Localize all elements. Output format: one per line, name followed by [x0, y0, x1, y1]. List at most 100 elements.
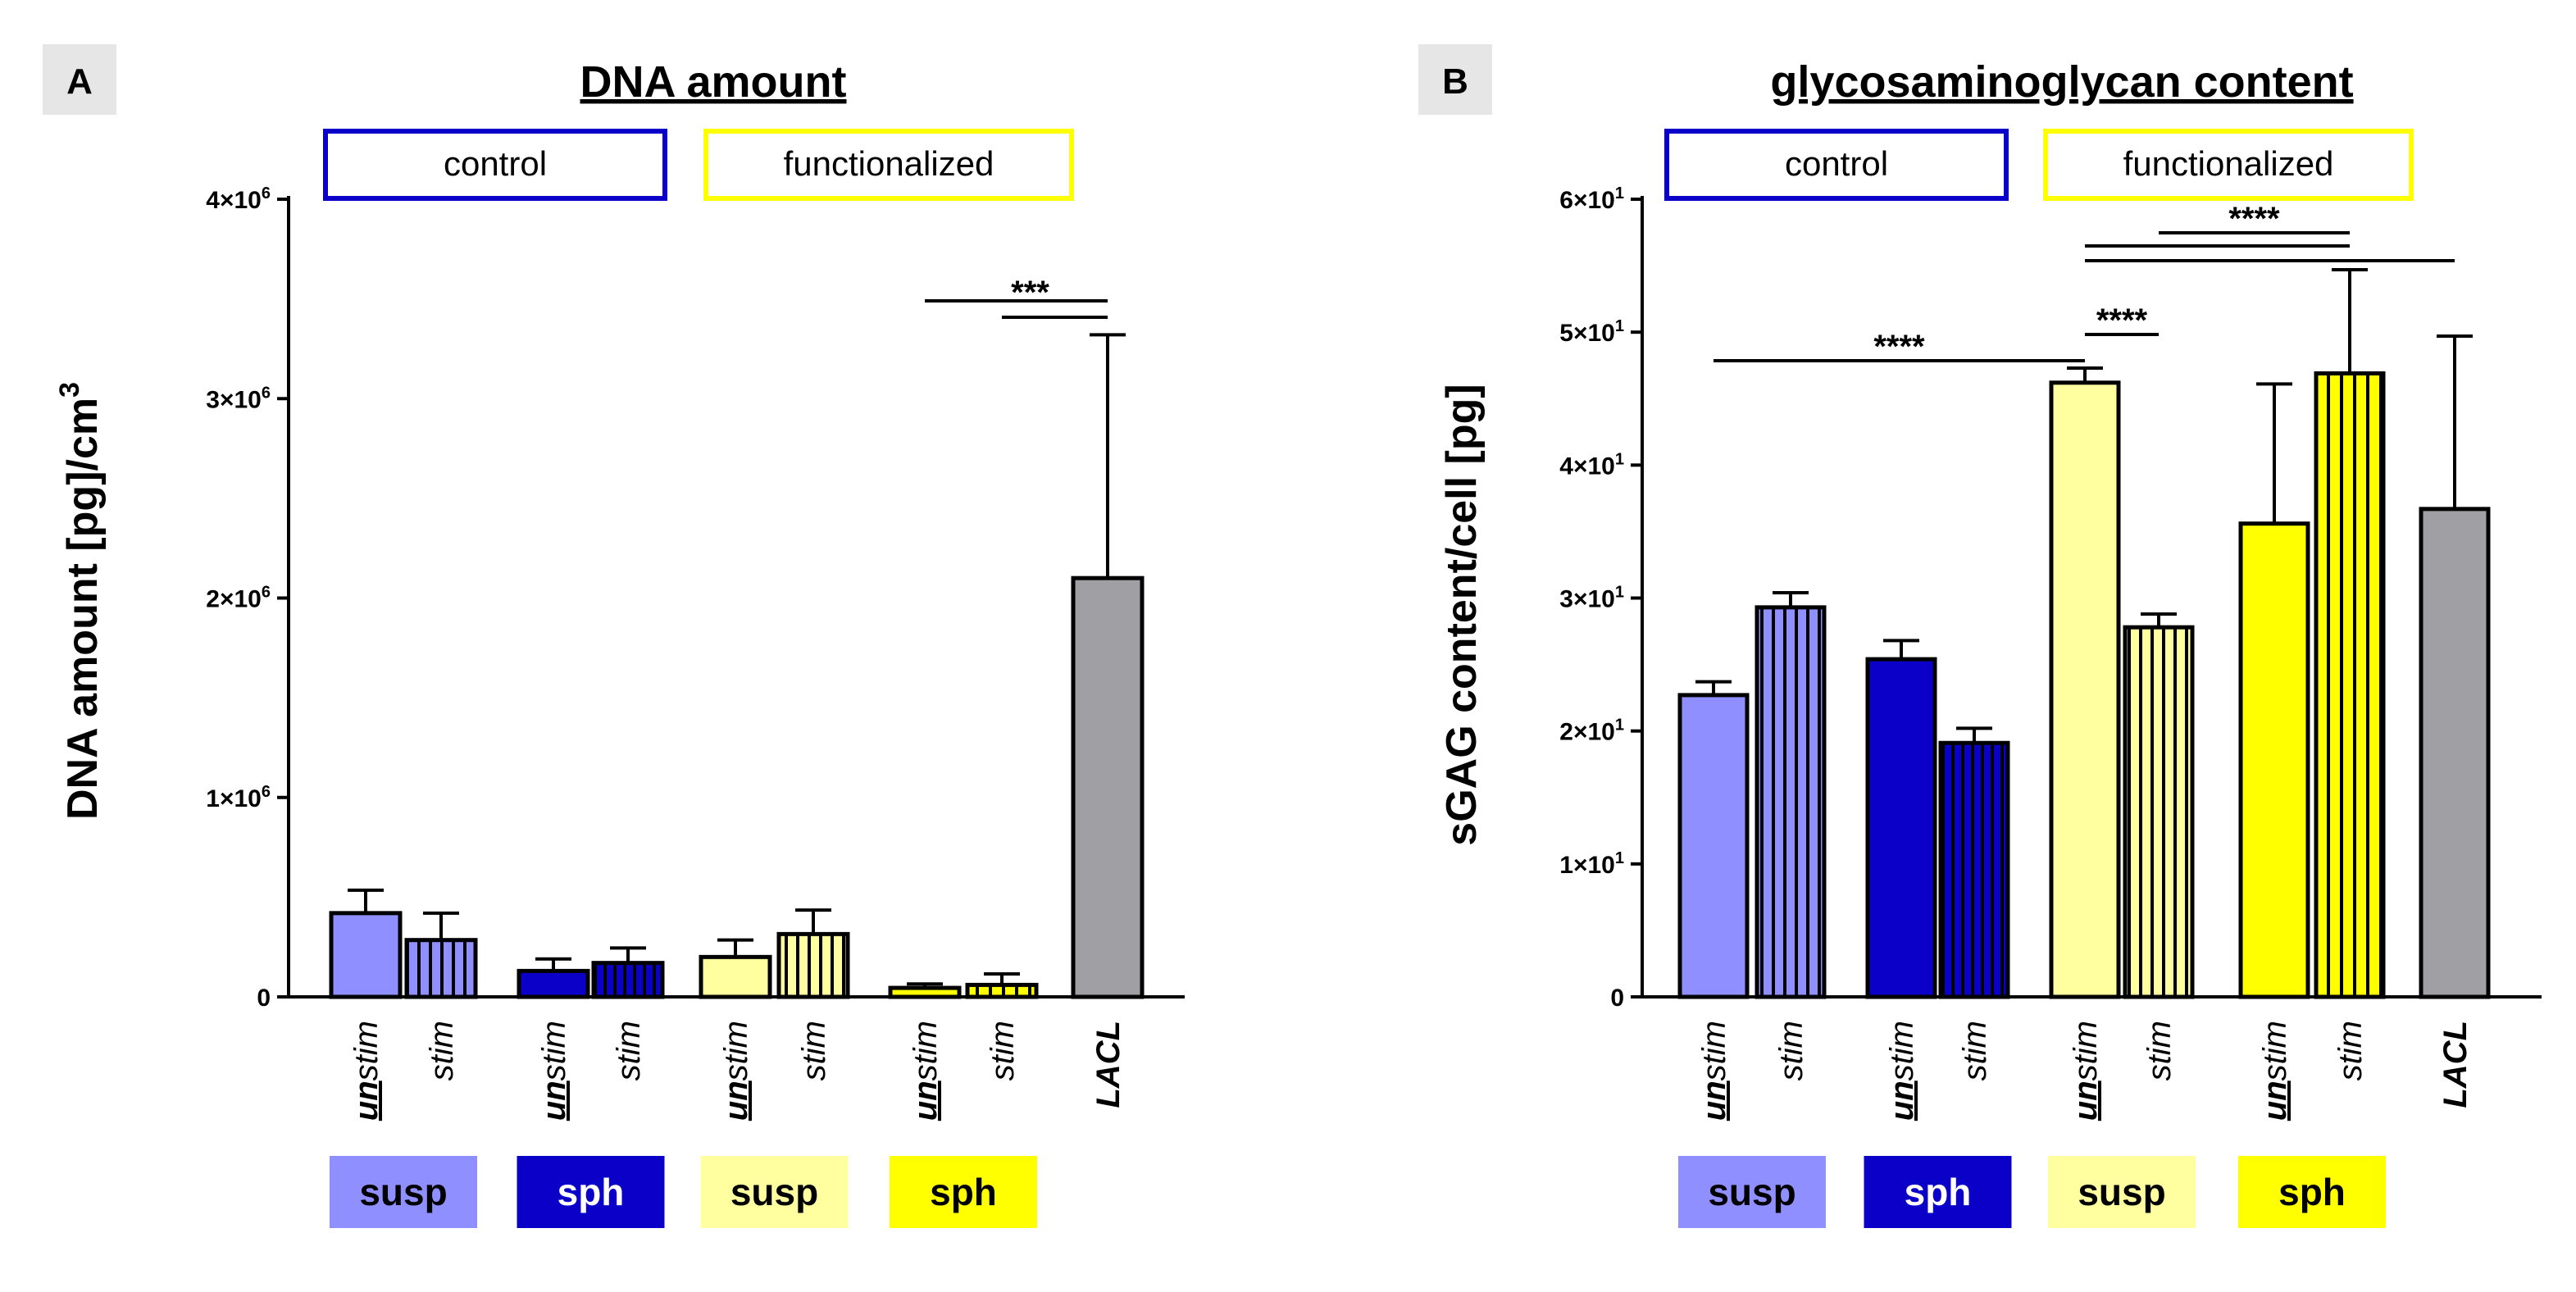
y-tick-label: 0 [1610, 985, 1624, 1012]
svg-text:stim: stim [1773, 1021, 1809, 1080]
group-box-label: sph [930, 1171, 997, 1213]
svg-text:stim: stim [796, 1021, 832, 1080]
group-box-susp [700, 1156, 849, 1228]
panel-a-label: A [66, 61, 93, 102]
group-box-label: susp [359, 1171, 447, 1213]
x-tick-label: stim [424, 1021, 460, 1080]
group-box-susp [1678, 1156, 1826, 1228]
x-tick-label: unstim [718, 1021, 754, 1121]
x-tick-label: unstim [1884, 1021, 1920, 1121]
panel-a-functionalized-box [703, 129, 1074, 201]
y-tick-label: 3×101 [1559, 584, 1624, 613]
x-tick-label: unstim [908, 1021, 944, 1121]
bar [888, 985, 962, 999]
y-tick-label: 5×101 [1559, 317, 1624, 347]
group-box-susp [2048, 1156, 2196, 1228]
x-tick-label: stim [1773, 1021, 1809, 1080]
y-tick-label: 4×106 [206, 184, 271, 214]
svg-text:stim: stim [611, 1021, 647, 1080]
bar [1677, 693, 1750, 999]
panel-a-group-boxes: susp sph susp sph [330, 1156, 1037, 1228]
x-tick-label: unstim [2257, 1021, 2293, 1121]
svg-text:unstim: unstim [536, 1021, 572, 1121]
bar [1865, 657, 1937, 999]
panel-a: A DNA amount control functionalized DNA … [43, 44, 1185, 1228]
panel-b-significance: **** **** **** [1714, 201, 2455, 365]
significance-label: **** [2228, 201, 2280, 237]
panel-b-label: B [1442, 61, 1468, 102]
y-tick-label: 0 [257, 985, 271, 1012]
svg-text:stim: stim [2333, 1021, 2369, 1080]
y-tick-label: 1×101 [1559, 849, 1624, 879]
bar [1755, 605, 1827, 999]
svg-text:LACL: LACL [1090, 1021, 1126, 1108]
panel-a-label-box [43, 44, 116, 115]
x-tick-label: unstim [536, 1021, 572, 1121]
svg-text:unstim: unstim [1696, 1021, 1732, 1121]
group-box-susp [330, 1156, 477, 1228]
panel-a-functionalized-label: functionalized [784, 144, 994, 183]
panel-b-functionalized-box [2043, 129, 2414, 201]
bar [2123, 625, 2195, 999]
panel-a-ylabel: DNA amount [pg]/cm3 [54, 382, 107, 820]
group-box-sph [517, 1156, 665, 1228]
x-tick-label: unstim [1696, 1021, 1732, 1121]
panel-b: B glycosaminoglycan content control func… [1418, 44, 2542, 1228]
x-tick-label: stim [985, 1021, 1021, 1080]
svg-text:unstim: unstim [718, 1021, 754, 1121]
panel-a-bars [329, 333, 1145, 999]
panel-a-control-box [323, 129, 667, 201]
bar [517, 968, 590, 999]
svg-text:stim: stim [2141, 1021, 2178, 1080]
bar [1938, 740, 2010, 999]
x-tick-label: LACL [2437, 1021, 2474, 1108]
significance-label: **** [2096, 303, 2148, 339]
group-box-sph [1864, 1156, 2012, 1228]
panel-b-title: glycosaminoglycan content [1770, 57, 2353, 107]
bar [1071, 575, 1145, 999]
y-tick-label: 4×101 [1559, 450, 1624, 480]
y-tick-label: 1×106 [206, 783, 271, 812]
group-box-label: susp [2078, 1171, 2165, 1213]
panel-b-control-box [1664, 129, 2009, 201]
group-box-sph [2238, 1156, 2386, 1228]
y-tick-label: 2×101 [1559, 717, 1624, 746]
group-box-label: sph [2278, 1171, 2346, 1213]
svg-text:LACL: LACL [2437, 1021, 2474, 1108]
panel-a-axes: 0 1×106 2×106 3×106 4×106 [206, 184, 1185, 1012]
y-tick-label: 6×101 [1559, 184, 1624, 214]
svg-text:unstim: unstim [348, 1021, 385, 1121]
x-tick-label: unstim [2068, 1021, 2104, 1121]
panel-a-title: DNA amount [580, 57, 847, 107]
x-tick-label: stim [2333, 1021, 2369, 1080]
group-box-label: sph [558, 1171, 625, 1213]
panel-b-functionalized-label: functionalized [2123, 144, 2334, 183]
panel-b-label-box [1418, 44, 1492, 115]
panel-b-control-label: control [1785, 144, 1888, 183]
svg-text:stim: stim [985, 1021, 1021, 1080]
panel-b-group-boxes: susp sph susp sph [1678, 1156, 2386, 1228]
panel-b-x-labels: unstim stim unstim stim unstim stim unstim stim… [1696, 1021, 2474, 1121]
svg-text:unstim: unstim [2257, 1021, 2293, 1121]
bar [776, 931, 850, 999]
bar [2049, 380, 2121, 999]
svg-text:unstim: unstim [1884, 1021, 1920, 1121]
svg-text:unstim: unstim [908, 1021, 944, 1121]
panel-a-x-labels: unstim stim unstim stim unstim stim unstim stim… [348, 1021, 1126, 1121]
group-box-label: susp [1708, 1171, 1795, 1213]
bar [699, 954, 772, 999]
bar [965, 982, 1039, 999]
bar [2419, 507, 2491, 999]
y-tick-label: 3×106 [206, 384, 271, 413]
x-tick-label: LACL [1090, 1021, 1126, 1108]
panel-a-significance: *** [925, 275, 1108, 319]
panel-b-ylabel: sGAG content/cell [pg] [1438, 384, 1486, 845]
x-tick-label: stim [611, 1021, 647, 1080]
x-tick-label: stim [1957, 1021, 1993, 1080]
group-box-label: susp [730, 1171, 818, 1213]
x-tick-label: stim [796, 1021, 832, 1080]
svg-text:stim: stim [1957, 1021, 1993, 1080]
group-box-label: sph [1905, 1171, 1972, 1213]
panel-a-control-label: control [444, 144, 547, 183]
